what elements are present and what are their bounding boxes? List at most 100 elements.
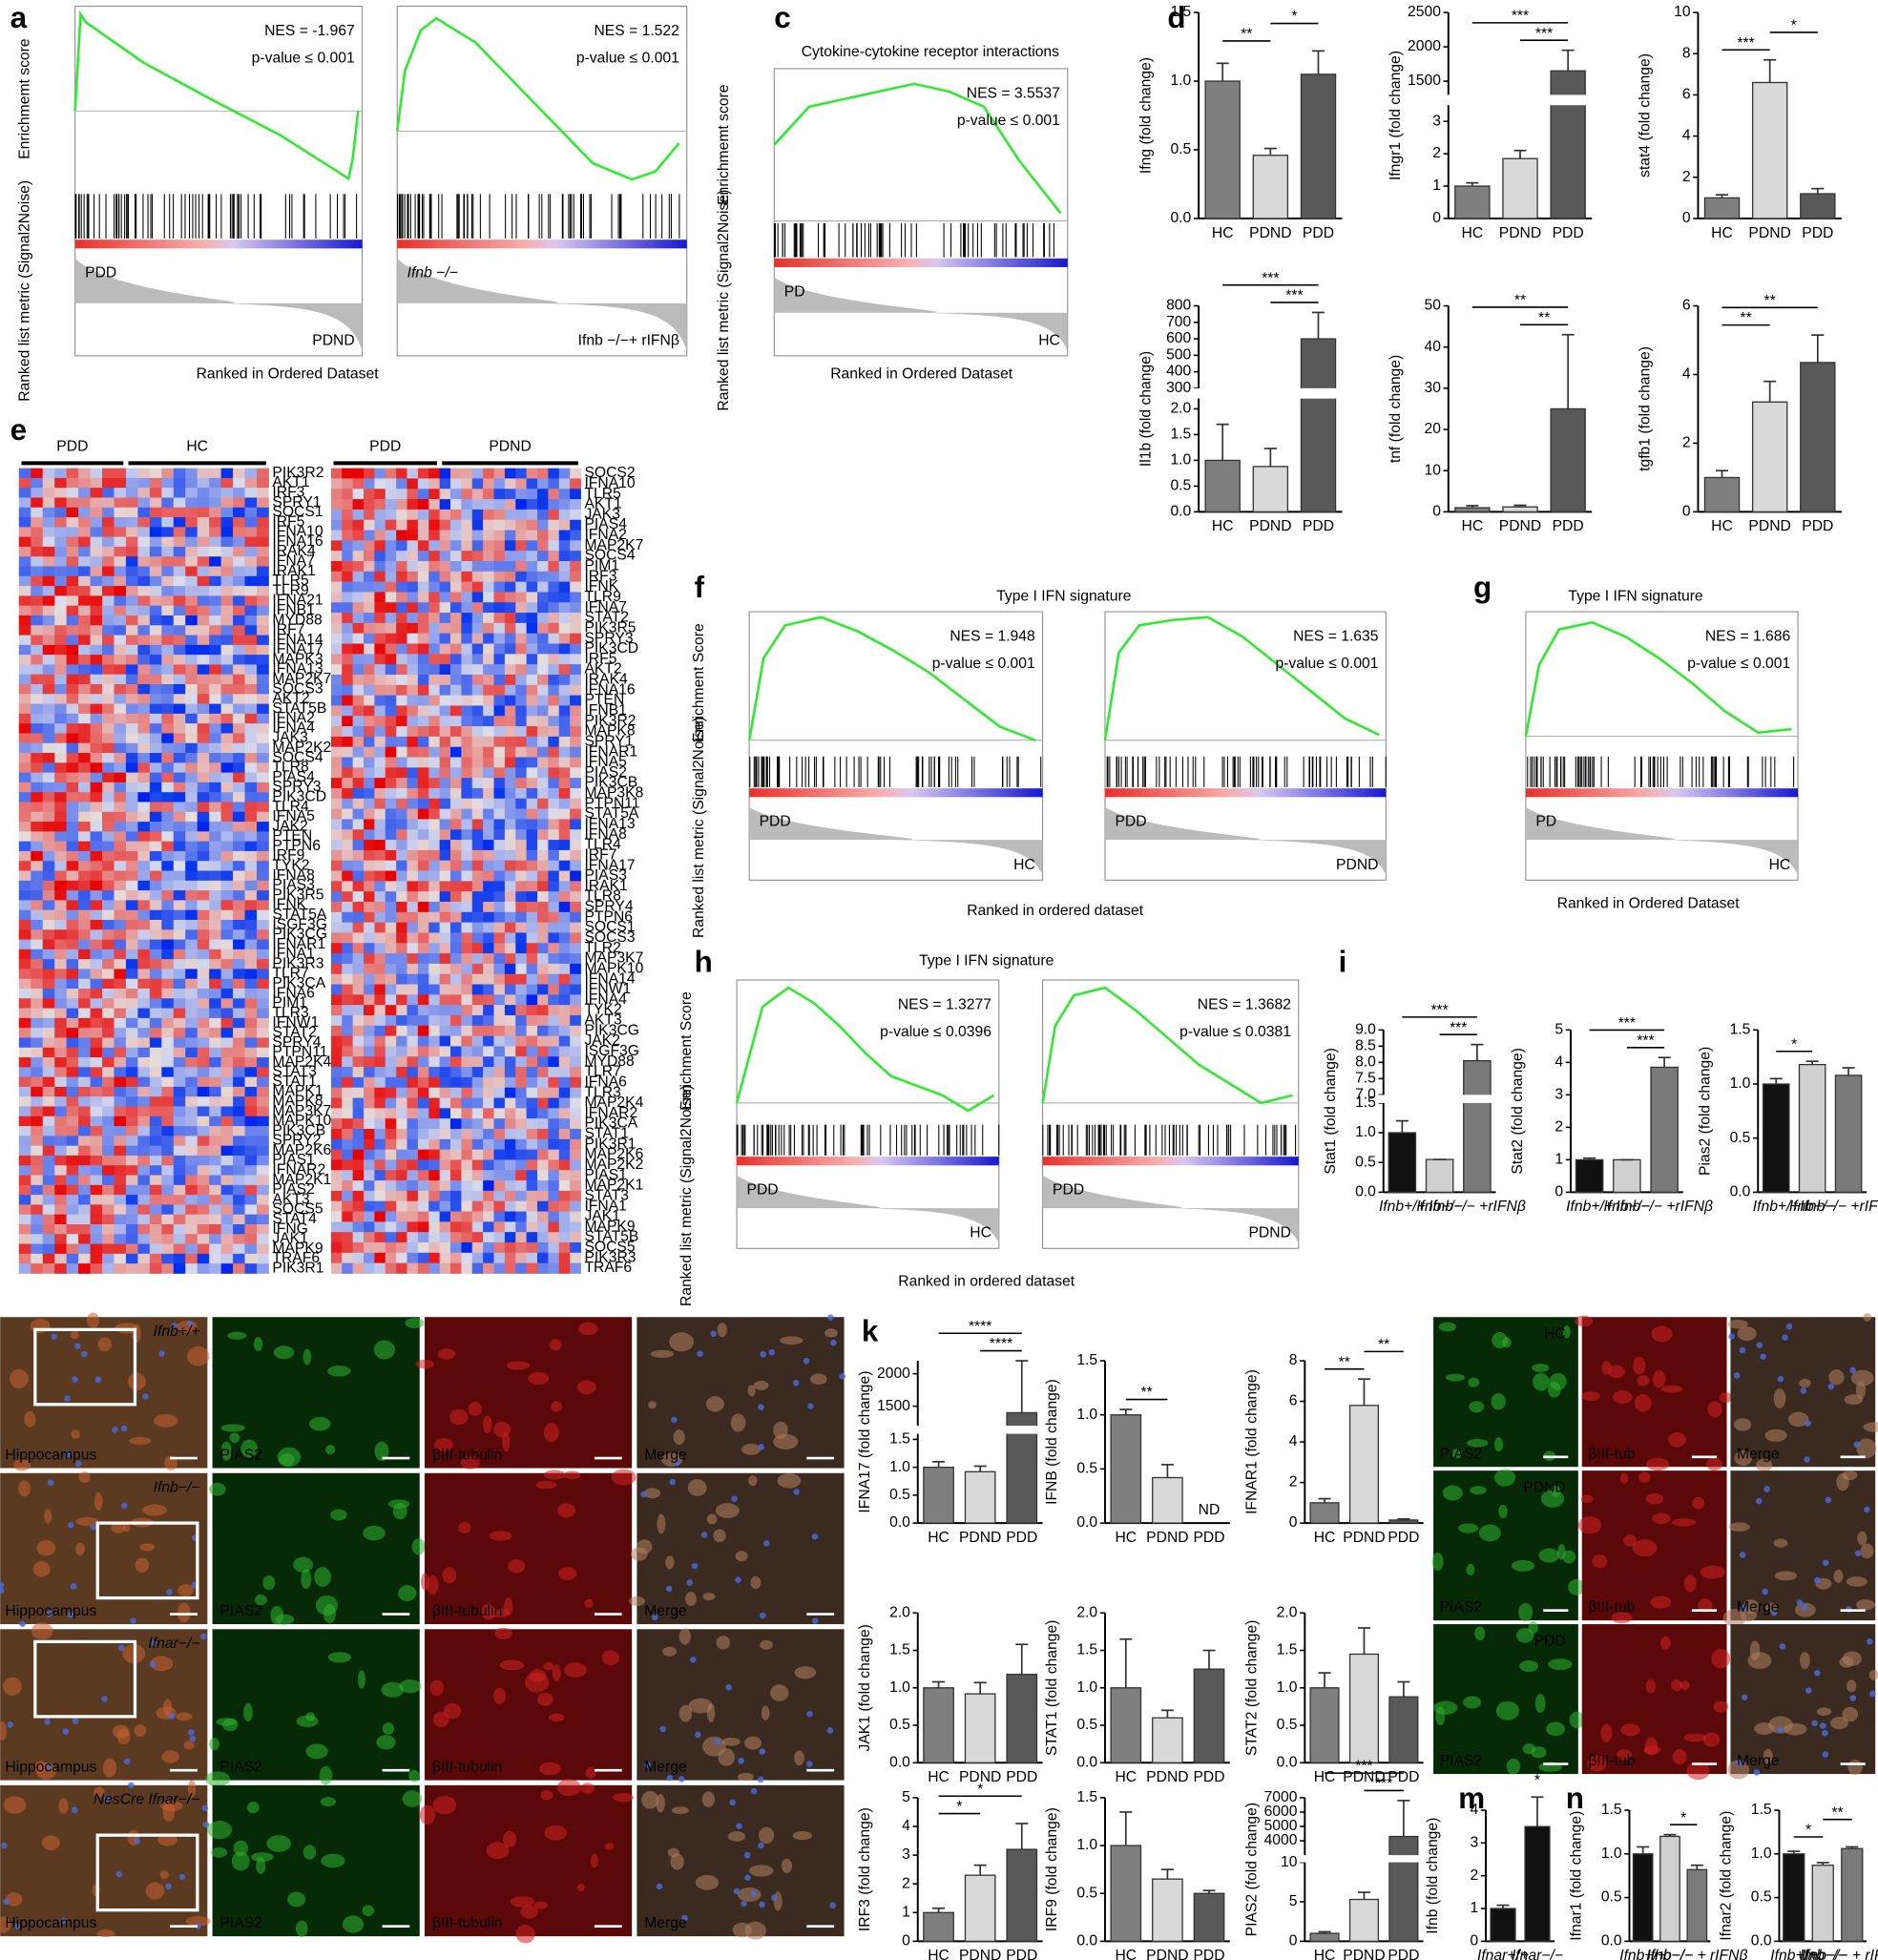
heatmap-cell (220, 772, 234, 783)
heatmap-cell (493, 1149, 506, 1160)
nucleus (686, 1579, 694, 1586)
heatmap-cell (537, 1014, 549, 1027)
heatmap-cell (42, 1214, 55, 1225)
heatmap-cell (220, 1076, 234, 1088)
heatmap-cell (428, 489, 441, 500)
heatmap-cell (233, 939, 245, 950)
cell (1671, 1679, 1682, 1692)
heatmap-cell (363, 1056, 375, 1068)
heatmap-cell (114, 949, 127, 960)
gene-label: IRAK1 (272, 563, 315, 579)
heatmap-cell (125, 635, 138, 646)
nucleus (697, 1350, 703, 1357)
heatmap-cell (504, 684, 516, 697)
heatmap-cell (537, 499, 549, 511)
heatmap-cell (31, 802, 44, 813)
heatmap-cell (342, 994, 354, 1006)
heatmap-cell (161, 1204, 175, 1216)
heatmap-cell (31, 811, 44, 823)
heatmap-cell (558, 1232, 571, 1243)
cell (1506, 1758, 1521, 1775)
cell (1711, 1648, 1731, 1669)
heatmap-cell (137, 782, 151, 793)
nucleus (665, 1585, 673, 1593)
cell (486, 1842, 510, 1860)
nucleus (656, 1883, 663, 1890)
heatmap-cell (342, 1035, 354, 1047)
heatmap-cell (18, 742, 31, 754)
heatmap-cell (18, 477, 31, 489)
heatmap-cell (363, 891, 375, 903)
heatmap-cell (78, 1116, 91, 1127)
heatmap-cell (197, 811, 210, 823)
heatmap-cell (66, 723, 79, 734)
heatmap-cell (114, 1263, 127, 1274)
heatmap-cell (537, 726, 549, 738)
heatmap-cell (185, 605, 198, 616)
heatmap-cell (149, 615, 162, 626)
heatmap-cell (407, 478, 419, 490)
heatmap-cell (363, 767, 375, 779)
heatmap-cell (504, 757, 516, 768)
heatmap-cell (256, 1165, 269, 1176)
heatmap-cell (197, 861, 210, 871)
heatmap-cell (407, 1025, 419, 1037)
heatmap-cell (31, 1067, 44, 1078)
heatmap-cell (439, 808, 451, 820)
heatmap-cell (396, 932, 407, 944)
heatmap-cell (428, 519, 441, 531)
heatmap-cell (407, 984, 419, 995)
heatmap-cell (161, 850, 175, 862)
heatmap-cell (450, 489, 462, 500)
heatmap-cell (363, 932, 375, 944)
cell (246, 1802, 260, 1814)
heatmap-cell (137, 939, 151, 950)
heatmap-cell (233, 1195, 245, 1205)
heatmap-cell (137, 1214, 151, 1225)
nucleus (651, 1614, 658, 1621)
heatmap-cell (78, 949, 91, 960)
heatmap-cell (125, 1076, 138, 1088)
heatmap-cell (209, 802, 222, 813)
cell (135, 1557, 150, 1574)
heatmap-cell (197, 1184, 210, 1196)
heatmap-cell (161, 1263, 175, 1274)
heatmap-cell (209, 694, 222, 704)
cell (411, 1538, 426, 1555)
heatmap-cell (417, 1170, 429, 1181)
heatmap-cell (173, 556, 186, 567)
heatmap-cell (363, 716, 375, 727)
heatmap-cell (149, 477, 162, 489)
heatmap-cell (385, 1241, 397, 1254)
heatmap-cell (515, 519, 528, 531)
heatmap-cell (363, 1005, 375, 1016)
heatmap-cell (570, 767, 581, 779)
heatmap-cell (363, 922, 375, 933)
cell (539, 1762, 561, 1776)
cell (1607, 1365, 1625, 1379)
heatmap-cell (137, 772, 151, 783)
heatmap-cell (42, 536, 55, 548)
heatmap-cell (31, 517, 44, 528)
nucleus (678, 1776, 685, 1783)
heatmap-cell (209, 831, 222, 843)
heatmap-cell (537, 705, 549, 717)
heatmap-cell (197, 929, 210, 940)
heatmap-cell (396, 613, 407, 624)
heatmap-cell (558, 840, 571, 851)
gene-label: TLR4 (584, 837, 621, 853)
heatmap-cell (417, 1138, 429, 1151)
heatmap-cell (526, 664, 538, 676)
heatmap-cell (185, 831, 198, 843)
heatmap-cell (493, 478, 506, 490)
gene-label: PTPN6 (584, 908, 633, 925)
cell (330, 1509, 347, 1521)
heatmap-cell (31, 684, 44, 695)
heatmap-cell (342, 973, 354, 985)
heatmap-cell (102, 919, 115, 930)
heatmap-cell (233, 575, 245, 587)
cell (1816, 1707, 1832, 1717)
heatmap-cell (244, 949, 258, 960)
heatmap-cell (161, 1086, 175, 1097)
gene-label: PIK3R1 (272, 1260, 323, 1276)
